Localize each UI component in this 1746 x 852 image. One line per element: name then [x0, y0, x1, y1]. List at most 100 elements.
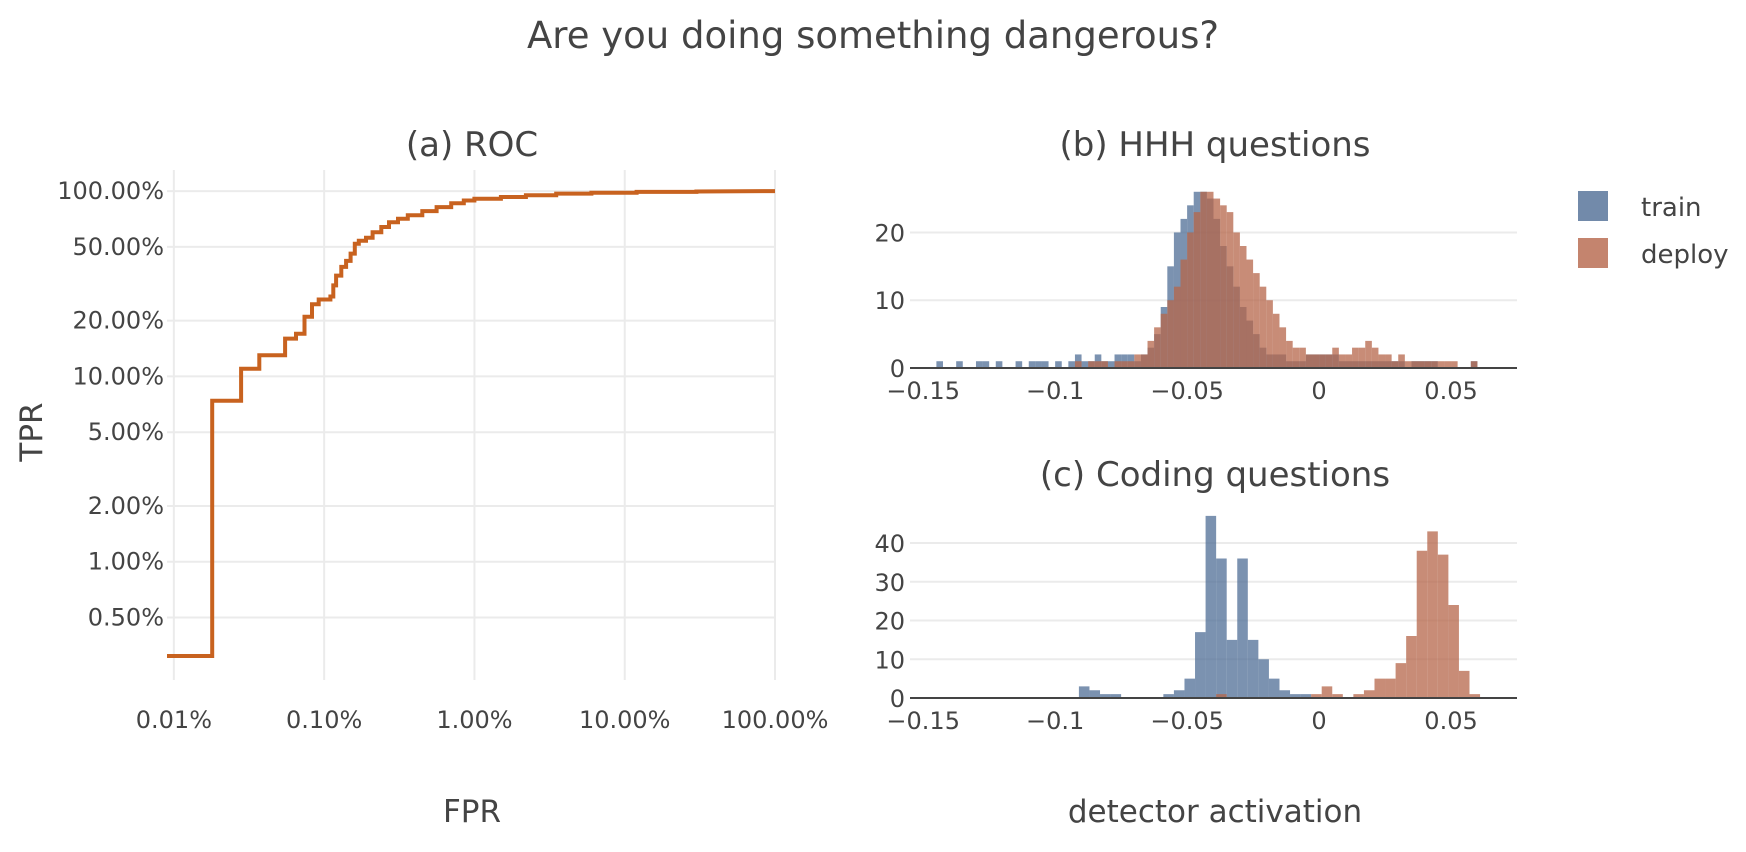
coding-x-label: detector activation: [1068, 794, 1362, 830]
hhh-tick-labels: 0 10 20 −0.15 −0.1 −0.05 0 0.05: [874, 219, 1477, 405]
b-y-tick-label: 20: [874, 219, 905, 247]
b-bar-deploy: [1127, 361, 1135, 368]
c-bar-train: [1226, 639, 1238, 699]
roc-x-tick-label: 100.00%: [722, 706, 829, 734]
b-bar-deploy: [1266, 300, 1273, 368]
c-bar-train: [1100, 694, 1111, 699]
b-x-tick-label: 0: [1311, 377, 1326, 405]
c-bar-train: [1110, 694, 1122, 699]
b-bar-deploy: [1154, 327, 1161, 368]
b-x-tick-label: −0.1: [1026, 377, 1084, 405]
b-bar-deploy: [1088, 361, 1095, 368]
roc-x-tick-label: 0.10%: [286, 706, 362, 734]
b-bar-train: [1035, 361, 1042, 368]
b-bar-deploy: [1299, 347, 1306, 368]
b-bar-deploy: [1220, 205, 1227, 368]
b-bar-deploy: [1398, 354, 1405, 368]
b-bar-train: [1081, 361, 1089, 368]
b-bar-deploy: [1134, 354, 1141, 368]
b-bar-deploy: [1279, 327, 1287, 368]
c-bar-deploy: [1427, 531, 1438, 699]
b-bar-deploy: [1444, 361, 1452, 368]
coding-panel: (c) Coding questions 0 10 20 30 40 −0.15 −0.1 −…: [874, 455, 1517, 830]
b-bar-deploy: [1312, 354, 1320, 368]
coding-bars: [910, 515, 1517, 699]
b-bar-deploy: [1345, 354, 1353, 368]
roc-y-tick-label: 100.00%: [57, 177, 164, 205]
c-bar-train: [1279, 690, 1291, 698]
b-bar-deploy: [1338, 354, 1346, 368]
c-bar-train: [1247, 639, 1259, 699]
b-bar-train: [956, 361, 963, 368]
c-bar-deploy: [1332, 694, 1343, 699]
roc-y-tick-label: 2.00%: [88, 492, 164, 520]
c-y-tick-label: 10: [874, 646, 905, 674]
b-bar-deploy: [1226, 212, 1234, 368]
b-bar-deploy: [1180, 259, 1188, 368]
c-bar-deploy: [1469, 694, 1481, 699]
legend: train deploy: [1578, 191, 1729, 270]
c-y-tick-label: 20: [874, 608, 905, 636]
b-bar-deploy: [1411, 361, 1419, 368]
roc-y-tick-label: 0.50%: [88, 604, 164, 632]
b-bar-deploy: [1272, 313, 1280, 368]
c-bar-train: [1195, 632, 1206, 699]
b-bar-train: [1055, 361, 1062, 368]
b-bar-train: [1041, 361, 1049, 368]
b-bar-deploy: [1385, 354, 1392, 368]
c-bar-train: [1237, 558, 1248, 698]
roc-y-tick-label: 10.00%: [72, 362, 164, 390]
c-x-tick-label: 0.05: [1424, 707, 1477, 735]
c-bar-deploy: [1321, 686, 1333, 699]
c-y-tick-label: 40: [874, 530, 905, 558]
roc-y-tick-label: 1.00%: [88, 548, 164, 576]
b-bar-deploy: [1246, 259, 1254, 368]
b-bar-deploy: [1418, 361, 1425, 368]
b-bar-train: [936, 361, 943, 368]
legend-label-deploy: deploy: [1641, 240, 1729, 270]
roc-grid: [167, 170, 776, 680]
roc-y-tick-label: 20.00%: [72, 307, 164, 335]
b-bar-train: [995, 361, 1003, 368]
b-bar-deploy: [1233, 232, 1240, 368]
b-bar-deploy: [1239, 246, 1247, 368]
roc-y-tick-labels: 0.50% 1.00% 2.00% 5.00% 10.00% 20.00% 50.00% 10…: [57, 177, 164, 631]
c-bar-train: [1205, 515, 1217, 699]
roc-x-label: FPR: [443, 794, 501, 830]
c-bar-deploy: [1311, 694, 1322, 699]
b-bar-deploy: [1147, 340, 1155, 368]
b-bar-deploy: [1253, 273, 1260, 368]
c-bar-deploy: [1458, 670, 1470, 699]
b-bar-train: [1015, 361, 1023, 368]
hhh-title: (b) HHH questions: [1059, 125, 1370, 165]
c-bar-deploy: [1437, 554, 1449, 699]
b-bar-deploy: [1121, 361, 1128, 368]
b-bar-deploy: [1352, 347, 1359, 368]
b-bar-train: [1028, 361, 1036, 368]
hhh-bars: [910, 191, 1517, 369]
roc-x-tick-labels: 0.01% 0.10% 1.00% 10.00% 100.00%: [136, 706, 829, 734]
c-bar-train: [1184, 678, 1196, 699]
c-bar-deploy: [1448, 605, 1459, 698]
b-bar-deploy: [1391, 361, 1399, 368]
c-bar-train: [1078, 686, 1090, 699]
c-bar-train: [1300, 694, 1312, 699]
roc-x-tick-label: 0.01%: [136, 706, 212, 734]
roc-curve: [167, 189, 776, 658]
c-y-tick-label: 30: [874, 569, 905, 597]
c-x-tick-label: 0: [1311, 707, 1326, 735]
b-y-tick-label: 0: [890, 355, 905, 383]
c-x-tick-label: −0.15: [886, 707, 960, 735]
c-bar-deploy: [1353, 694, 1364, 699]
c-bar-deploy: [1374, 678, 1386, 699]
b-bar-deploy: [1358, 347, 1366, 368]
b-bar-deploy: [1259, 286, 1267, 368]
legend-swatch-train: [1578, 191, 1608, 221]
b-bar-deploy: [1404, 361, 1412, 368]
b-bar-deploy: [1160, 313, 1168, 368]
b-bar-deploy: [1332, 347, 1339, 368]
c-bar-train: [1173, 690, 1185, 698]
c-bar-deploy: [1416, 550, 1428, 698]
b-bar-deploy: [1167, 300, 1174, 368]
figure-title: Are you doing something dangerous?: [527, 14, 1219, 57]
